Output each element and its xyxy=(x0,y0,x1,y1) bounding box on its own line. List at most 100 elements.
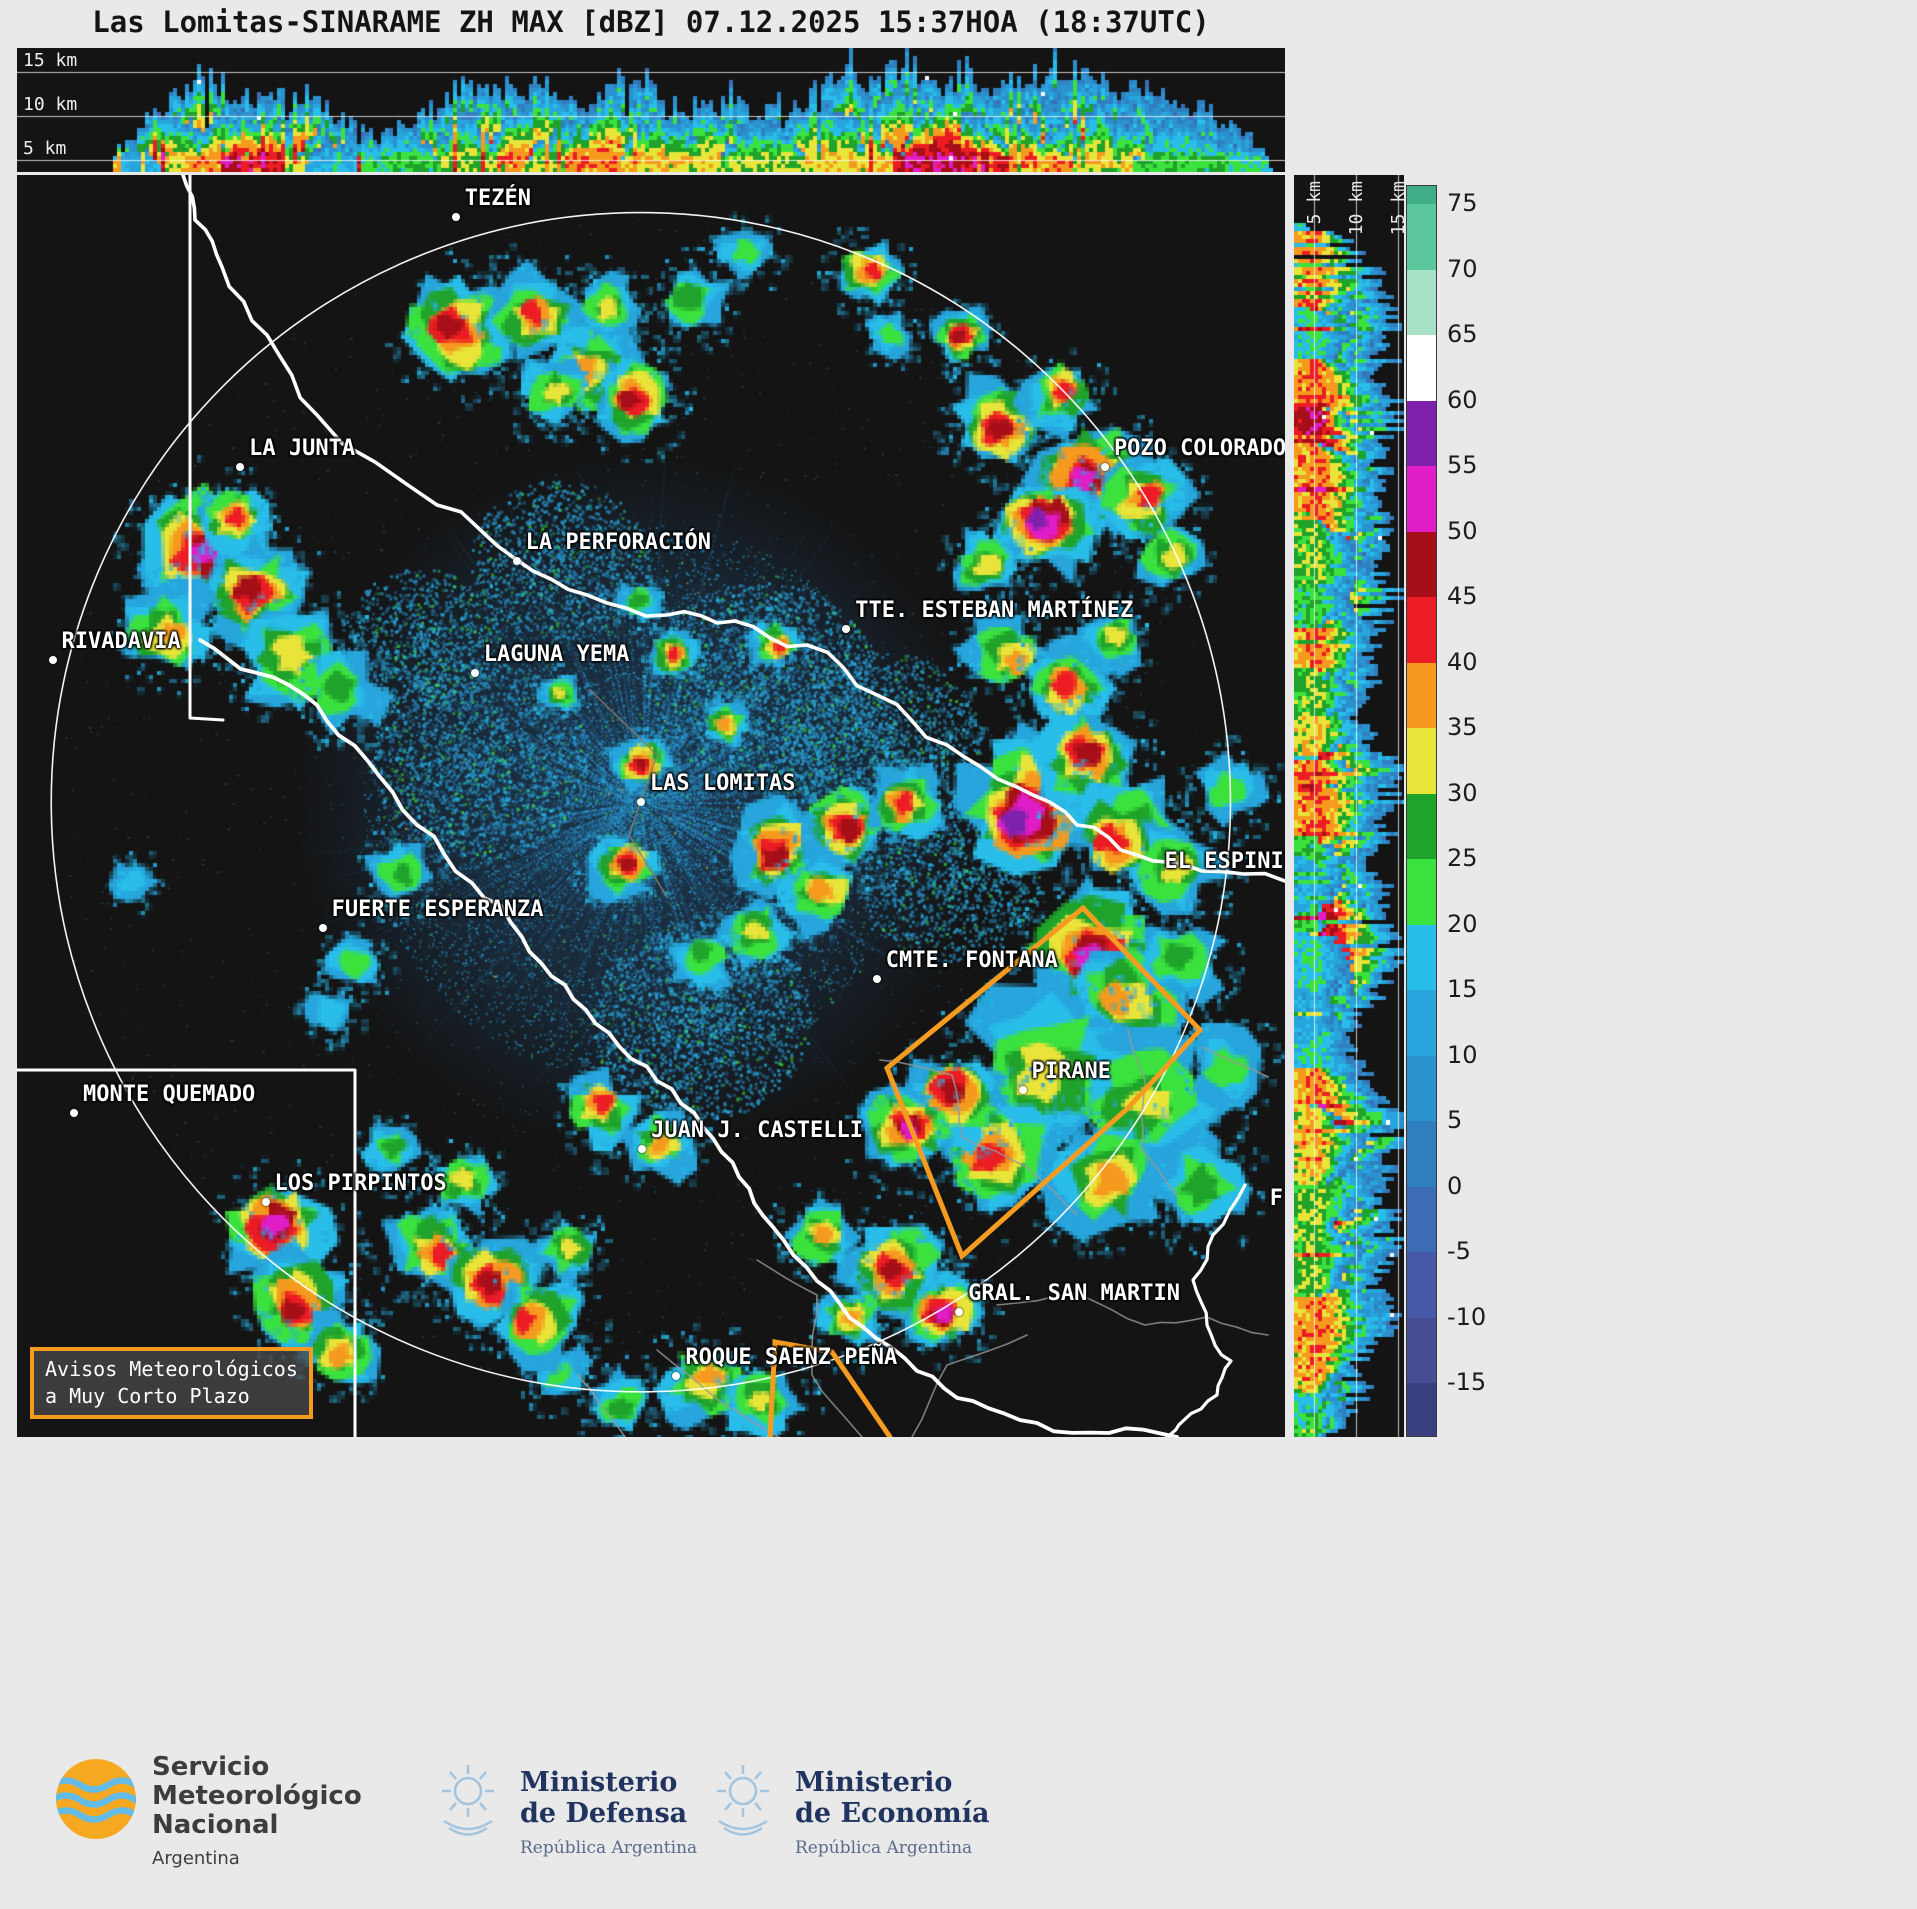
colorbar-tick-label: 20 xyxy=(1447,909,1478,938)
colorbar-tick-label: 40 xyxy=(1447,647,1478,676)
economia-wordmark: Ministerio de Economía República Argenti… xyxy=(795,1767,989,1864)
city-label: JUAN J. CASTELLI xyxy=(651,1118,864,1144)
ministry-sub-label: República Argentina xyxy=(520,1838,698,1858)
warning-polygon xyxy=(883,904,1204,1261)
city-label: LA PERFORACIÓN xyxy=(525,530,712,556)
smn-logo-disc xyxy=(56,1759,136,1839)
city-marker xyxy=(318,924,327,933)
colorbar-tick-label: 45 xyxy=(1447,582,1478,610)
ministry-sub-label: República Argentina xyxy=(795,1838,973,1858)
colorbar-segment xyxy=(1407,186,1436,204)
city-label: LA JUNTA xyxy=(249,435,356,461)
city-marker xyxy=(48,655,57,664)
radar-ppi-map-panel: TEZÉN LA JUNTA POZO COLORADO LA PERFORACIÓN… xyxy=(17,175,1285,1437)
department-border-line xyxy=(1201,1046,1269,1078)
radar-range-ring xyxy=(50,211,1232,1393)
colorbar-tick-label: 0 xyxy=(1447,1171,1463,1200)
defensa-wordmark: Ministerio de Defensa República Argentin… xyxy=(520,1767,697,1864)
city-label: EL ESPINILLO xyxy=(1164,848,1285,874)
department-border-line xyxy=(589,689,668,898)
colorbar-tick-label: 65 xyxy=(1447,320,1478,348)
colorbar-segment xyxy=(1407,531,1436,597)
colorbar-segment xyxy=(1407,204,1436,270)
city-marker xyxy=(1100,462,1109,471)
province-border-line xyxy=(188,175,225,722)
city-marker xyxy=(1018,1085,1027,1094)
altitude-label-15km-vertical: 15 km xyxy=(1388,181,1404,236)
ministry-name-line: Ministerio xyxy=(795,1767,953,1798)
city-marker xyxy=(638,1145,647,1154)
department-border-line xyxy=(656,1349,780,1437)
defensa-emblem xyxy=(442,1765,494,1836)
city-label: RIVADAVIA xyxy=(61,628,181,654)
city-marker xyxy=(636,798,645,807)
ministry-name-line: de Economía xyxy=(795,1798,990,1829)
colorbar-tick-label: 25 xyxy=(1447,844,1478,872)
cross-section-top-panel: 15 km 10 km 5 km xyxy=(17,48,1285,172)
city-label: F xyxy=(1269,1185,1284,1211)
colorbar-tick-label: -5 xyxy=(1447,1237,1471,1265)
colorbar-segment xyxy=(1407,1186,1436,1252)
city-label: FUERTE ESPERANZA xyxy=(331,897,544,923)
colorbar-segment xyxy=(1407,466,1436,532)
warning-text-line1: Avisos Meteorológicos xyxy=(45,1357,298,1381)
altitude-label-5km-vertical: 5 km xyxy=(1304,181,1325,225)
city-label: TTE. ESTEBAN MARTÍNEZ xyxy=(855,598,1134,624)
province-border-line xyxy=(17,1068,357,1437)
city-label: PIRANE xyxy=(1031,1058,1111,1084)
colorbar-tick-label: -10 xyxy=(1447,1302,1487,1331)
radar-reflectivity-canvas xyxy=(17,175,1285,1437)
ministry-name-line: Ministerio xyxy=(520,1767,678,1798)
economia-emblem xyxy=(717,1765,769,1836)
colorbar-tick-label: 55 xyxy=(1447,451,1478,479)
smn-logo-waves xyxy=(56,1777,136,1823)
colorbar-segment xyxy=(1407,269,1436,335)
warning-polygon xyxy=(767,1339,893,1437)
colorbar-tick-label: -15 xyxy=(1447,1368,1487,1396)
city-label: TEZÉN xyxy=(464,185,531,211)
altitude-label-10km: 10 km xyxy=(23,94,78,115)
colorbar-segment xyxy=(1407,728,1436,794)
colorbar-segment xyxy=(1407,1121,1436,1187)
colorbar-segment xyxy=(1407,597,1436,663)
city-marker xyxy=(236,462,245,471)
colorbar-segment xyxy=(1407,1055,1436,1121)
smn-wordmark: Servicio Meteorológico Nacional Argentin… xyxy=(152,1753,362,1873)
colorbar-tick-label: 60 xyxy=(1447,385,1478,414)
city-marker xyxy=(470,669,479,678)
cross-section-right-canvas xyxy=(1294,175,1404,1437)
city-label: GRAL. SAN MARTIN xyxy=(968,1281,1181,1307)
colorbar-segment xyxy=(1407,400,1436,466)
altitude-label-10km-vertical: 10 km xyxy=(1346,181,1367,236)
colorbar-segment xyxy=(1407,1317,1436,1383)
colorbar-segment xyxy=(1407,662,1436,728)
altitude-label-5km: 5 km xyxy=(23,138,67,159)
cross-section-top-canvas xyxy=(17,48,1285,172)
smn-name-line: Meteorológico xyxy=(152,1781,362,1811)
city-label: LAS LOMITAS xyxy=(649,771,796,797)
colorbar-tick-label: 5 xyxy=(1447,1106,1463,1134)
colorbar-segment xyxy=(1407,1383,1436,1436)
smn-country-label: Argentina xyxy=(152,1848,240,1869)
dbz-colorbar xyxy=(1406,185,1437,1437)
colorbar-segment xyxy=(1407,859,1436,925)
city-label-layer: TEZÉN LA JUNTA POZO COLORADO LA PERFORACIÓN… xyxy=(17,175,1285,1437)
colorbar-segment xyxy=(1407,1252,1436,1318)
colorbar-tick-label: 70 xyxy=(1447,254,1478,283)
department-border-line xyxy=(756,1259,863,1437)
colorbar-segment xyxy=(1407,990,1436,1056)
colorbar-segment xyxy=(1407,793,1436,859)
city-marker xyxy=(261,1198,270,1207)
colorbar-tick-label: 75 xyxy=(1447,189,1478,217)
city-marker xyxy=(872,974,881,983)
product-title: Las Lomitas-SINARAME ZH MAX [dBZ] 07.12.… xyxy=(92,5,1210,39)
city-marker xyxy=(451,212,460,221)
department-border-line xyxy=(996,1292,1269,1336)
colorbar-segment xyxy=(1407,924,1436,990)
city-label: MONTE QUEMADO xyxy=(83,1081,256,1107)
city-marker xyxy=(512,557,521,566)
department-border-line xyxy=(1127,1029,1178,1196)
city-label: LOS PIRPINTOS xyxy=(274,1171,447,1197)
department-border-line xyxy=(911,1334,1028,1437)
